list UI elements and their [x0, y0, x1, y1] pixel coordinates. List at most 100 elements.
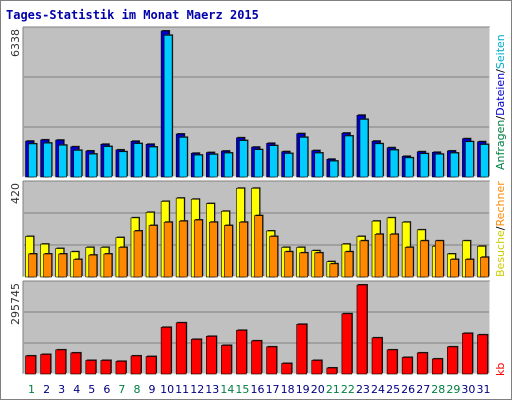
bar-besuche-day-29: [450, 259, 459, 278]
bar-besuche-day-10: [163, 221, 173, 278]
bar-besuche-day-21: [329, 263, 339, 278]
bar-kb-day-8: [130, 355, 142, 375]
bar-kb-day-3: [55, 349, 66, 375]
bar-dateien-day-28: [434, 153, 444, 178]
bar-kb-day-12: [190, 339, 202, 375]
bar-kb-day-23: [356, 284, 368, 375]
bar-dateien-day-14: [224, 152, 233, 178]
bar-dateien-day-20: [314, 152, 324, 178]
bar-dateien-day-29: [450, 152, 459, 178]
bar-dateien-day-18: [284, 153, 293, 178]
chart-panels: 6338 420 295745: [9, 26, 491, 375]
x-tick-day-21: 21: [326, 383, 340, 396]
bar-besuche-day-31: [480, 256, 489, 278]
x-tick-day-12: 12: [190, 383, 204, 396]
bar-besuche-day-3: [58, 253, 67, 278]
bar-besuche-day-12: [193, 219, 203, 278]
bar-dateien-day-3: [58, 144, 67, 178]
legend-entry-kb: kb: [494, 363, 507, 376]
bar-besuche-day-13: [209, 221, 218, 278]
x-tick-day-2: 2: [43, 383, 50, 396]
bar-dateien-day-1: [28, 143, 37, 178]
x-tick-day-26: 26: [401, 383, 415, 396]
bar-besuche-day-26: [404, 247, 414, 278]
bar-kb-day-29: [447, 346, 458, 375]
bar-kb-day-15: [236, 330, 247, 375]
x-tick-day-24: 24: [371, 383, 385, 396]
bar-besuche-day-2: [43, 253, 52, 278]
x-tick-day-15: 15: [235, 383, 249, 396]
bar-dateien-day-9: [148, 146, 158, 178]
bar-besuche-day-9: [148, 225, 158, 278]
bar-kb-day-18: [281, 363, 292, 375]
bar-besuche-day-24: [374, 233, 384, 278]
bar-besuche-day-20: [314, 252, 324, 278]
bar-kb-day-10: [160, 327, 172, 375]
x-axis-day-labels: 1 2 3 4 5 6 7 8 9 10 11 12 13 14 15 16 17 18 19 20 21 22 23 24 2…: [28, 383, 490, 396]
bar-kb-day-14: [221, 345, 232, 375]
panel-bottom: 295745: [9, 280, 491, 375]
panel-top: 6338: [9, 26, 491, 178]
bar-besuche-day-6: [103, 253, 113, 278]
bar-dateien-day-12: [193, 154, 203, 178]
bar-besuche-day-23: [359, 240, 369, 278]
bar-dateien-day-10: [163, 35, 173, 178]
bar-kb-day-16: [251, 340, 262, 375]
x-tick-day-25: 25: [386, 383, 400, 396]
y-max-label: 420: [9, 183, 22, 204]
bar-dateien-day-25: [389, 149, 399, 178]
bar-kb-day-20: [311, 360, 323, 375]
bar-besuche-day-15: [239, 221, 248, 278]
legend-entry-seiten: Seiten: [494, 34, 507, 69]
bar-dateien-day-2: [43, 142, 52, 178]
bar-kb-day-25: [386, 349, 398, 375]
x-tick-day-22: 22: [341, 383, 355, 396]
x-tick-day-23: 23: [356, 383, 370, 396]
legend-entry-anfragen: Anfragen: [494, 120, 507, 170]
bar-kb-day-27: [416, 352, 428, 375]
x-tick-day-14: 14: [220, 383, 234, 396]
x-tick-day-5: 5: [88, 383, 95, 396]
bar-kb-day-28: [431, 358, 443, 375]
x-tick-day-28: 28: [431, 383, 445, 396]
bar-kb-day-31: [477, 334, 488, 375]
bar-dateien-day-27: [419, 153, 429, 178]
legend-entry-besuche: Besuche: [494, 230, 507, 277]
bar-kb-day-11: [175, 322, 187, 375]
bar-kb-day-4: [70, 352, 82, 375]
bar-kb-day-24: [371, 337, 383, 375]
bar-kb-day-13: [206, 336, 217, 375]
bar-besuche-day-8: [133, 230, 143, 278]
bar-besuche-day-18: [284, 251, 293, 278]
x-tick-day-11: 11: [175, 383, 189, 396]
bar-kb-day-26: [401, 357, 413, 375]
legend-panel3: kb: [494, 363, 507, 376]
bar-dateien-day-21: [329, 160, 339, 178]
x-tick-day-3: 3: [58, 383, 65, 396]
legend-panel2: Besuche/Rechner: [494, 181, 507, 277]
bar-kb-day-1: [25, 355, 36, 375]
bar-dateien-day-22: [344, 135, 354, 178]
bar-kb-day-6: [100, 360, 112, 375]
bar-dateien-day-7: [118, 151, 128, 178]
bar-dateien-day-23: [359, 119, 369, 178]
bar-kb-day-22: [341, 313, 353, 375]
bar-besuche-day-7: [118, 247, 128, 278]
bar-dateien-day-19: [299, 137, 308, 178]
x-tick-day-29: 29: [446, 383, 460, 396]
bar-kb-day-2: [40, 354, 51, 375]
bar-kb-day-7: [115, 361, 127, 375]
x-tick-day-13: 13: [205, 383, 219, 396]
x-tick-day-9: 9: [149, 383, 156, 396]
bar-besuche-day-22: [344, 251, 354, 278]
bar-besuche-day-25: [389, 233, 399, 278]
x-tick-day-30: 30: [461, 383, 475, 396]
bar-dateien-day-11: [178, 137, 188, 178]
bar-dateien-day-5: [88, 153, 98, 178]
bar-dateien-day-4: [73, 150, 83, 178]
bar-dateien-day-16: [254, 149, 263, 178]
x-tick-day-10: 10: [160, 383, 174, 396]
y-max-label: 6338: [9, 29, 22, 57]
